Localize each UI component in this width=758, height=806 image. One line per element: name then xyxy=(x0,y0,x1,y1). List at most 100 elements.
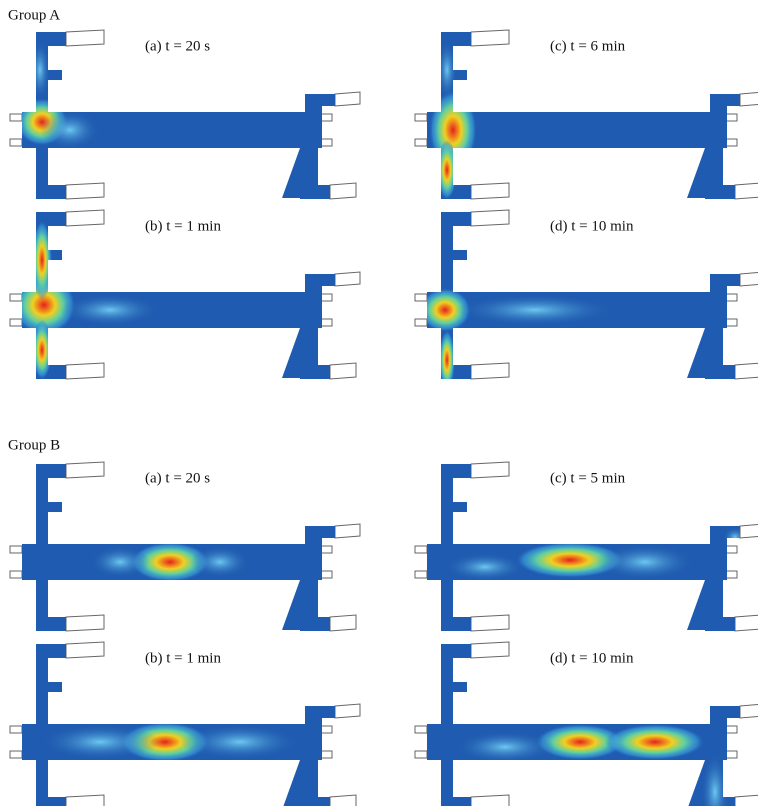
fitting xyxy=(66,615,104,631)
pipe-body xyxy=(441,644,471,658)
pipe-body xyxy=(441,617,471,631)
concentration-spot xyxy=(60,294,160,326)
pipe-body xyxy=(36,797,66,806)
fitting xyxy=(735,363,758,379)
simulation-panel: (a) t = 20 s xyxy=(10,462,360,631)
concentration-spot xyxy=(40,110,100,150)
fitting xyxy=(415,319,427,326)
pipe-body xyxy=(710,274,740,286)
group-title: Group B xyxy=(8,437,60,453)
pipe-body xyxy=(36,644,66,658)
fitting xyxy=(735,795,758,806)
pipe-body xyxy=(441,212,471,226)
panel-label: (d) t = 10 min xyxy=(550,218,634,234)
concentration-spot xyxy=(605,724,705,760)
fitting xyxy=(735,183,758,199)
pipe-body xyxy=(48,682,62,692)
concentration-spot xyxy=(40,724,160,760)
fitting xyxy=(471,183,509,199)
fitting xyxy=(66,462,104,478)
simulation-panel: (c) t = 5 min xyxy=(415,462,758,631)
concentration-spot xyxy=(437,140,457,200)
fitting xyxy=(10,114,22,121)
pipe-body xyxy=(36,464,66,478)
fitting xyxy=(10,546,22,553)
pipe-body xyxy=(710,94,740,106)
pipe-body xyxy=(300,797,330,806)
fitting xyxy=(335,92,360,106)
pipe-body xyxy=(48,502,62,512)
concentration-spot xyxy=(190,546,250,578)
fitting xyxy=(471,615,509,631)
fitting xyxy=(10,571,22,578)
concentration-spot xyxy=(180,724,300,760)
pipe-body xyxy=(441,464,471,478)
concentration-field xyxy=(16,40,100,150)
fitting xyxy=(66,363,104,379)
pipe-body xyxy=(36,617,66,631)
fitting xyxy=(471,363,509,379)
pipe-body xyxy=(305,706,335,718)
pipe-body xyxy=(305,274,335,286)
concentration-spot xyxy=(32,320,52,380)
fitting xyxy=(66,642,104,658)
fitting xyxy=(330,183,356,199)
panel-label: (b) t = 1 min xyxy=(145,218,221,234)
panel-label: (c) t = 5 min xyxy=(550,470,626,486)
concentration-field xyxy=(12,220,160,380)
fitting xyxy=(10,139,22,146)
fitting xyxy=(415,294,427,301)
fitting xyxy=(735,615,758,631)
pipe-body xyxy=(453,250,467,260)
concentration-spot xyxy=(439,330,455,390)
concentration-spot xyxy=(30,40,50,100)
fitting xyxy=(10,751,22,758)
fitting xyxy=(335,272,360,286)
fitting xyxy=(415,751,427,758)
fitting xyxy=(415,114,427,121)
fitting xyxy=(415,571,427,578)
fitting xyxy=(740,272,758,286)
group-title: Group A xyxy=(8,7,60,23)
fitting xyxy=(415,546,427,553)
fitting xyxy=(471,642,509,658)
fitting xyxy=(415,139,427,146)
concentration-field xyxy=(429,40,477,200)
fitting xyxy=(330,795,356,806)
pipe-body xyxy=(300,365,330,379)
panel-label: (a) t = 20 s xyxy=(145,470,210,486)
fitting xyxy=(415,726,427,733)
pipe-body xyxy=(305,94,335,106)
fitting xyxy=(66,795,104,806)
fitting xyxy=(471,30,509,46)
fitting xyxy=(471,795,509,806)
concentration-spot xyxy=(455,731,555,763)
panel-label: (a) t = 20 s xyxy=(145,38,210,54)
concentration-field xyxy=(455,724,729,806)
simulation-panel: (c) t = 6 min xyxy=(415,30,758,200)
pipe-body xyxy=(705,185,735,199)
fitting xyxy=(471,210,509,226)
pipe-body xyxy=(300,185,330,199)
concentration-spot xyxy=(455,294,615,326)
fitting xyxy=(330,615,356,631)
concentration-spot xyxy=(445,553,525,581)
concentration-spot xyxy=(90,546,150,578)
pipe-body xyxy=(48,70,62,80)
pipe-body xyxy=(36,185,66,199)
fitting xyxy=(66,30,104,46)
pipe-body xyxy=(300,617,330,631)
concentration-spot xyxy=(595,544,695,580)
pipe-body xyxy=(705,365,735,379)
panel-label: (d) t = 10 min xyxy=(550,650,634,666)
fitting xyxy=(10,319,22,326)
fitting xyxy=(330,363,356,379)
fitting xyxy=(335,524,360,538)
fitting xyxy=(66,183,104,199)
pipe-body xyxy=(441,797,471,806)
figure: Group A Group B (a) t = 20 s (c) t = 6 mi… xyxy=(0,0,758,806)
fitting xyxy=(66,210,104,226)
fitting xyxy=(335,704,360,718)
concentration-field xyxy=(90,542,250,582)
panel-label: (b) t = 1 min xyxy=(145,650,221,666)
